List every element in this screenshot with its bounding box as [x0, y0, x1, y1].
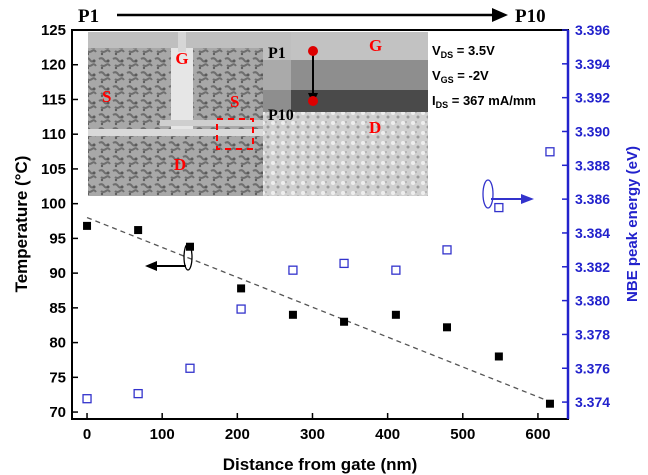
nbe-series	[82, 147, 555, 404]
nbe-point	[236, 304, 246, 314]
arrow-start-label: P1	[78, 6, 99, 27]
x-axis-title: Distance from gate (nm)	[223, 455, 418, 474]
nbe-point	[133, 388, 143, 399]
y-right-tick-label: 3.382	[575, 259, 610, 275]
indicator-arrow-head	[521, 194, 534, 204]
left-axis-title: Temperature (°C)	[12, 156, 31, 293]
y-right-tick-label: 3.394	[575, 56, 610, 72]
nbe-axis-indicator	[482, 179, 534, 209]
y-right-tick-label: 3.388	[575, 157, 610, 173]
y-left-tick-label: 75	[49, 369, 66, 386]
y-left-tick-label: 70	[49, 404, 66, 421]
x-tick-label: 0	[83, 426, 91, 443]
temperature-point	[391, 310, 400, 319]
nbe-point	[391, 265, 401, 275]
inset-label-g: G	[175, 49, 188, 68]
y-right-tick-label: 3.384	[575, 225, 610, 241]
temperature-point	[443, 323, 452, 332]
temperature-point	[237, 284, 246, 293]
temperature-point	[340, 317, 349, 326]
inset-label-s-right: S	[230, 92, 239, 111]
right-axis-ticks: 3.374 3.376 3.378 3.380 3.382 3.384 3.386 3.388…	[562, 22, 610, 410]
probe-point-p1	[308, 46, 318, 56]
inset-label-p10: P10	[268, 107, 294, 124]
temperature-axis-indicator	[145, 243, 193, 271]
right-axis-title: NBE peak energy (eV)	[624, 146, 641, 302]
inset-label-g-right: G	[369, 36, 382, 55]
y-right-tick-label: 3.378	[575, 326, 610, 342]
nbe-point	[545, 147, 555, 157]
inset-label-d: D	[174, 155, 186, 174]
y-left-tick-label: 115	[42, 91, 66, 108]
y-right-tick-label: 3.390	[575, 123, 610, 139]
y-left-tick-label: 105	[41, 161, 66, 178]
inset-left-image: G S S D	[88, 32, 263, 196]
x-tick-label: 400	[375, 426, 400, 443]
inset-micrographs: G S S D P1 G P10 D	[88, 32, 428, 196]
y-left-tick-label: 110	[42, 126, 66, 143]
x-tick-label: 100	[150, 426, 175, 443]
y-left-tick-label: 90	[49, 265, 66, 282]
y-left-tick-label: 95	[49, 230, 66, 247]
inset-right-image: P1 G P10 D	[263, 32, 428, 196]
y-right-tick-label: 3.392	[575, 90, 610, 106]
y-left-tick-label: 100	[41, 196, 66, 213]
temperature-point	[83, 221, 92, 230]
x-tick-label: 600	[525, 426, 550, 443]
nbe-point	[288, 265, 298, 275]
y-left-tick-label: 120	[41, 57, 66, 74]
y-right-tick-label: 3.386	[575, 191, 610, 207]
condition-ids: IDS = 367 mA/mm	[432, 93, 536, 110]
temperature-point	[288, 310, 297, 319]
y-right-tick-label: 3.396	[575, 22, 610, 38]
y-left-tick-label: 80	[49, 335, 66, 352]
nbe-point	[339, 258, 349, 269]
nbe-point	[82, 394, 92, 404]
position-arrow: P1 P10	[78, 6, 546, 27]
x-axis-ticks: 0 100 200 300 400 500 600	[83, 413, 550, 443]
temperature-point	[545, 399, 554, 408]
nbe-point	[442, 245, 452, 255]
indicator-arrow-head	[145, 261, 157, 271]
inset-label-d-right: D	[369, 118, 381, 137]
temperature-series	[83, 221, 554, 408]
y-left-tick-label: 125	[41, 22, 66, 39]
nbe-point	[494, 202, 504, 213]
indicator-ellipse	[482, 179, 494, 209]
y-right-tick-label: 3.376	[575, 360, 610, 376]
y-right-tick-label: 3.374	[575, 394, 610, 410]
arrow-end-label: P10	[515, 6, 546, 27]
trendline	[86, 216, 551, 403]
temperature-point	[134, 226, 143, 235]
probe-point-p10	[308, 96, 318, 106]
y-left-tick-label: 85	[49, 300, 66, 317]
nbe-point	[185, 363, 195, 373]
condition-vgs: VGS = -2V	[432, 68, 489, 85]
temperature-point	[494, 352, 503, 361]
inset-label-p1: P1	[268, 45, 286, 62]
inset-label-s-left: S	[102, 87, 111, 106]
x-tick-label: 300	[300, 426, 325, 443]
arrow-head	[492, 8, 508, 22]
bias-conditions: VDS = 3.5V VGS = -2V IDS = 367 mA/mm	[432, 43, 536, 110]
indicator-ellipse	[183, 243, 193, 271]
x-tick-label: 500	[450, 426, 475, 443]
condition-vds: VDS = 3.5V	[432, 43, 495, 60]
left-axis-ticks: 70 75 80 85 90 95 100 105 110 115 120 125	[41, 22, 78, 421]
x-tick-label: 200	[225, 426, 250, 443]
y-right-tick-label: 3.380	[575, 293, 610, 309]
